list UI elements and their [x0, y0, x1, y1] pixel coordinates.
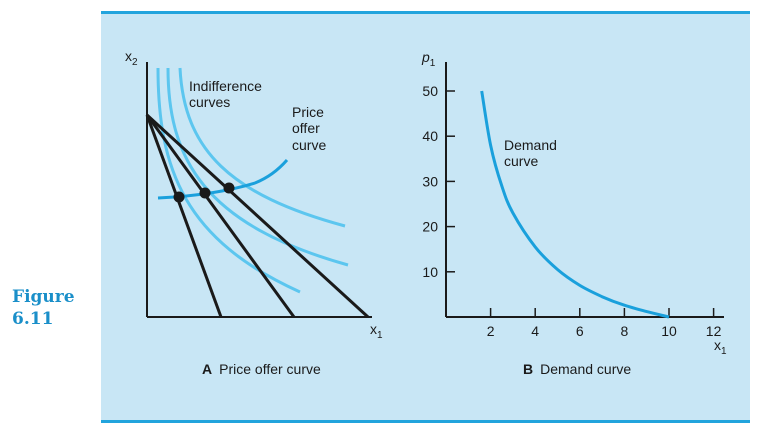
demand-label-line1: Demand: [504, 137, 557, 153]
price-offer-curve: [157, 159, 289, 200]
price-offer-label-line1: Price: [292, 104, 324, 120]
panel-a: x2 x1 Indifference curves Price offer cu…: [125, 48, 383, 377]
panel-b: 2 4 6 8 10 12 10 20 30 40 50 p1 x1 Demand curve B…: [421, 49, 727, 377]
panel-a-caption: A Price offer curve: [202, 361, 321, 377]
x-tick-label: 8: [621, 323, 629, 339]
figure-number: 6.11: [12, 309, 54, 329]
tangency-point-2: [199, 187, 211, 199]
x-tick-label: 6: [576, 323, 584, 339]
figure-word: Figure: [12, 287, 75, 307]
demand-label-line2: curve: [504, 153, 538, 169]
y-tick-label: 40: [422, 128, 438, 144]
panel-b-y-label: p1: [421, 49, 436, 69]
figure-panel: [101, 11, 750, 423]
y-tick-label: 50: [422, 83, 438, 99]
indifference-label-line1: Indifference: [189, 78, 262, 94]
tangency-point-3: [223, 182, 235, 194]
panel-b-y-ticks: 10 20 30 40 50: [422, 83, 455, 280]
panel-b-x-ticks: 2 4 6 8 10 12: [487, 308, 722, 339]
figure-label: Figure 6.11: [12, 286, 75, 330]
y-tick-label: 30: [422, 173, 438, 189]
indifference-curve-3: [178, 67, 346, 228]
price-offer-label-line3: curve: [292, 137, 326, 153]
panel-a-y-label: x2: [125, 48, 138, 68]
panel-b-x-label: x1: [714, 337, 727, 357]
tangency-point-1: [173, 191, 185, 203]
x-tick-label: 12: [706, 323, 722, 339]
panel-a-x-label: x1: [370, 321, 383, 341]
panel-b-caption: B Demand curve: [523, 361, 631, 377]
demand-curve-line: [480, 90, 670, 319]
budget-line-3: [145, 113, 370, 319]
x-tick-label: 10: [661, 323, 677, 339]
indifference-label-line2: curves: [189, 94, 230, 110]
price-offer-label-line2: offer: [292, 120, 320, 136]
budget-line-2: [145, 114, 296, 318]
x-tick-label: 4: [531, 323, 539, 339]
y-tick-label: 20: [422, 219, 438, 235]
y-tick-label: 10: [422, 264, 438, 280]
budget-line-1: [145, 114, 223, 318]
indifference-curve-2: [166, 67, 349, 267]
x-tick-label: 2: [487, 323, 495, 339]
